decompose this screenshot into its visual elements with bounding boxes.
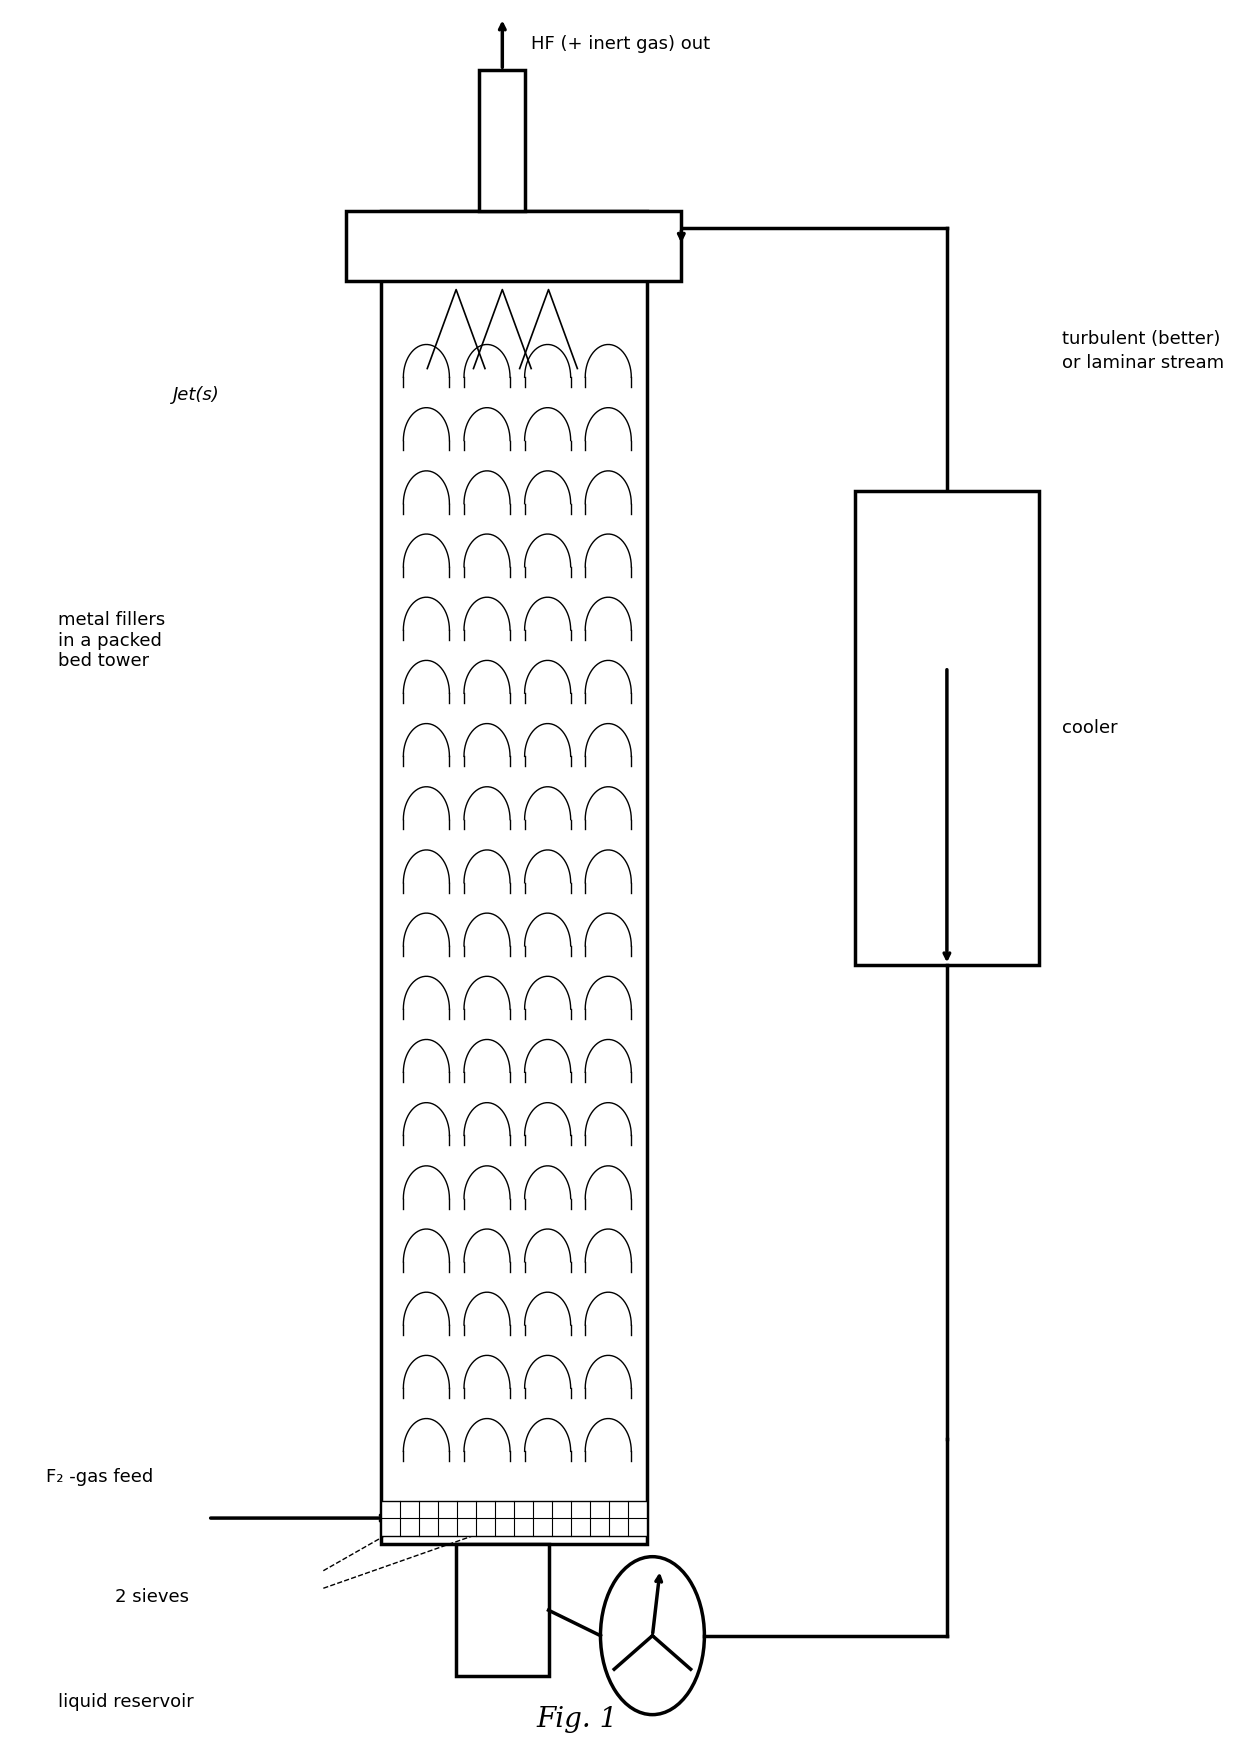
Text: HF (+ inert gas) out: HF (+ inert gas) out — [531, 35, 711, 53]
Text: cooler: cooler — [1063, 720, 1118, 737]
Bar — [381, 211, 647, 1544]
Text: Fig. 1: Fig. 1 — [537, 1706, 618, 1734]
Text: turbulent (better)
or laminar stream: turbulent (better) or laminar stream — [1063, 330, 1224, 372]
Bar — [381, 1501, 647, 1536]
Bar — [854, 491, 1039, 965]
Bar — [346, 211, 681, 281]
Text: Jet(s): Jet(s) — [174, 386, 219, 404]
Bar — [456, 1544, 548, 1676]
Text: metal fillers
in a packed
bed tower: metal fillers in a packed bed tower — [58, 611, 165, 670]
Text: liquid reservoir: liquid reservoir — [58, 1694, 193, 1711]
Text: F₂ -gas feed: F₂ -gas feed — [46, 1469, 154, 1486]
Text: 2 sieves: 2 sieves — [115, 1588, 190, 1606]
Bar — [479, 70, 526, 211]
